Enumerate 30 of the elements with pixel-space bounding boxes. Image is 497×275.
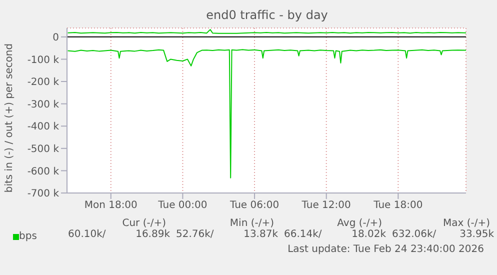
text: 16.89k [136, 229, 170, 240]
x-tick-label: Tue 00:00 [157, 200, 208, 212]
text: Avg (-/+) [336, 218, 382, 229]
chart-title: end0 traffic - by day [205, 8, 329, 22]
y-tick-label: -600 k [27, 166, 60, 178]
text: 18.02k [352, 229, 386, 240]
text: Max (-/+) [442, 218, 491, 229]
text: 13.87k [244, 229, 278, 240]
x-tick-label: Mon 18:00 [84, 200, 138, 212]
text: 632.06k/ [392, 229, 436, 240]
y-tick-label: -200 k [27, 77, 60, 88]
text: 66.14k/ [284, 229, 322, 240]
legend-label: bps [19, 231, 37, 242]
y-axis-title: bits in (-) / out (+) per second [3, 42, 16, 195]
x-tick-label: Tue 18:00 [372, 200, 423, 212]
x-tick-label: Tue 12:00 [300, 200, 351, 212]
text: 33.95k [460, 229, 494, 240]
text: Min (-/+) [228, 218, 275, 229]
y-tick-label: -100 k [27, 54, 60, 66]
text: Last update: Tue Feb 24 23:40:00 2026 [288, 244, 484, 255]
y-tick-label: -300 k [27, 99, 60, 110]
text: Cur (-/+) [121, 218, 167, 229]
text: 52.76k/ [176, 229, 214, 240]
x-tick-label: Tue 06:00 [228, 200, 280, 212]
y-tick-label: -500 k [27, 144, 60, 155]
y-tick-label: -400 k [27, 122, 60, 133]
line-series [67, 49, 466, 178]
y-tick-label: 0 [52, 32, 59, 44]
y-tick-label: -700 k [27, 188, 60, 200]
text: 60.10k/ [68, 229, 106, 240]
